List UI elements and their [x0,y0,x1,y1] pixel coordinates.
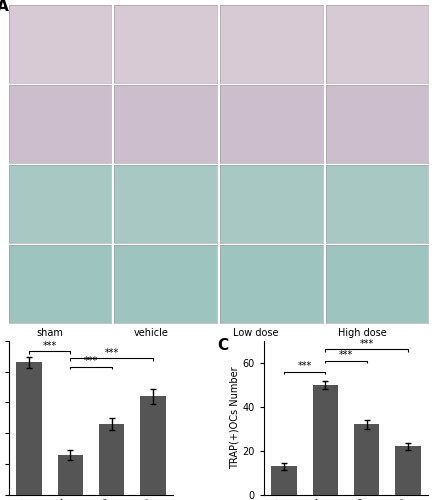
Bar [16,362,42,495]
Bar [140,396,166,495]
Bar [58,455,83,495]
Text: vehicle: vehicle [133,328,168,338]
Y-axis label: TRAP(+)OCs Number: TRAP(+)OCs Number [229,366,239,469]
Text: ***: *** [104,348,119,358]
Text: sham: sham [37,328,64,338]
Text: ***: *** [84,356,98,366]
Text: Low dose: Low dose [233,328,278,338]
Text: ***: *** [339,350,353,360]
Text: ***: *** [298,361,312,371]
Bar [99,424,125,495]
Bar [354,424,379,495]
Bar [271,466,297,495]
Text: ***: *** [42,341,57,351]
Text: A: A [0,0,8,14]
Text: ***: *** [360,339,374,349]
Text: C: C [218,338,229,352]
Bar [312,385,338,495]
Bar [395,446,421,495]
Text: High dose: High dose [338,328,387,338]
